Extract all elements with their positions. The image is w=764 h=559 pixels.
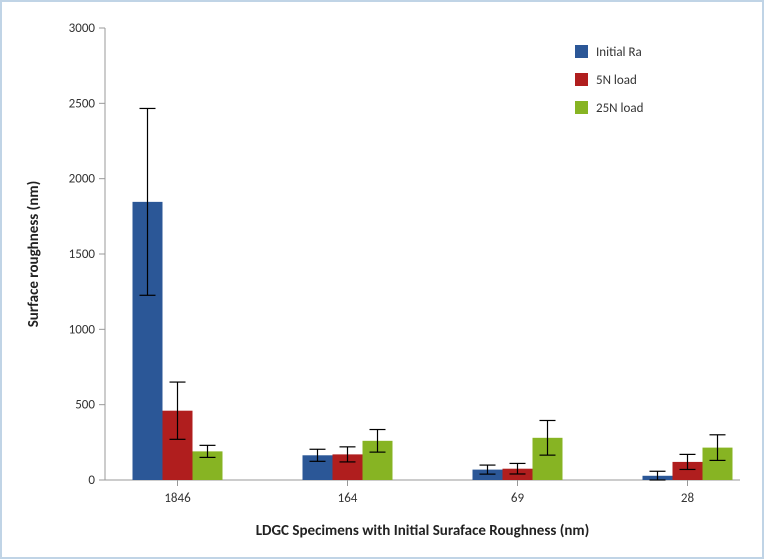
y-tick-label: 2000 xyxy=(69,172,96,187)
y-tick-label: 1500 xyxy=(69,247,96,262)
legend-swatch xyxy=(575,101,588,114)
x-tick-label: 69 xyxy=(511,491,525,506)
bar-chart-svg: 0 500 1000 1500 2000 2500 3000 Surface roughnes… xyxy=(10,10,758,553)
y-tick-label: 0 xyxy=(88,473,95,488)
x-axis-title: LDGC Specimens with Initial Suraface Rou… xyxy=(256,522,590,540)
legend-label: 25N load xyxy=(596,101,643,116)
x-tick-label: 28 xyxy=(681,491,695,506)
y-tick-label: 3000 xyxy=(69,21,96,36)
y-tick-label: 2500 xyxy=(69,96,96,111)
chart-frame: 0 500 1000 1500 2000 2500 3000 Surface roughnes… xyxy=(0,0,764,559)
y-tick-label: 500 xyxy=(75,398,95,413)
y-axis-title: Surface roughness (nm) xyxy=(25,181,43,328)
legend-swatch xyxy=(575,73,588,86)
legend-label: Initial Ra xyxy=(596,45,642,60)
x-tick-label: 1846 xyxy=(164,491,191,506)
y-tick-label: 1000 xyxy=(69,322,96,337)
legend-swatch xyxy=(575,45,588,58)
chart-container: 0 500 1000 1500 2000 2500 3000 Surface roughnes… xyxy=(10,10,754,549)
legend-label: 5N load xyxy=(596,73,637,88)
x-tick-label: 164 xyxy=(338,491,358,506)
